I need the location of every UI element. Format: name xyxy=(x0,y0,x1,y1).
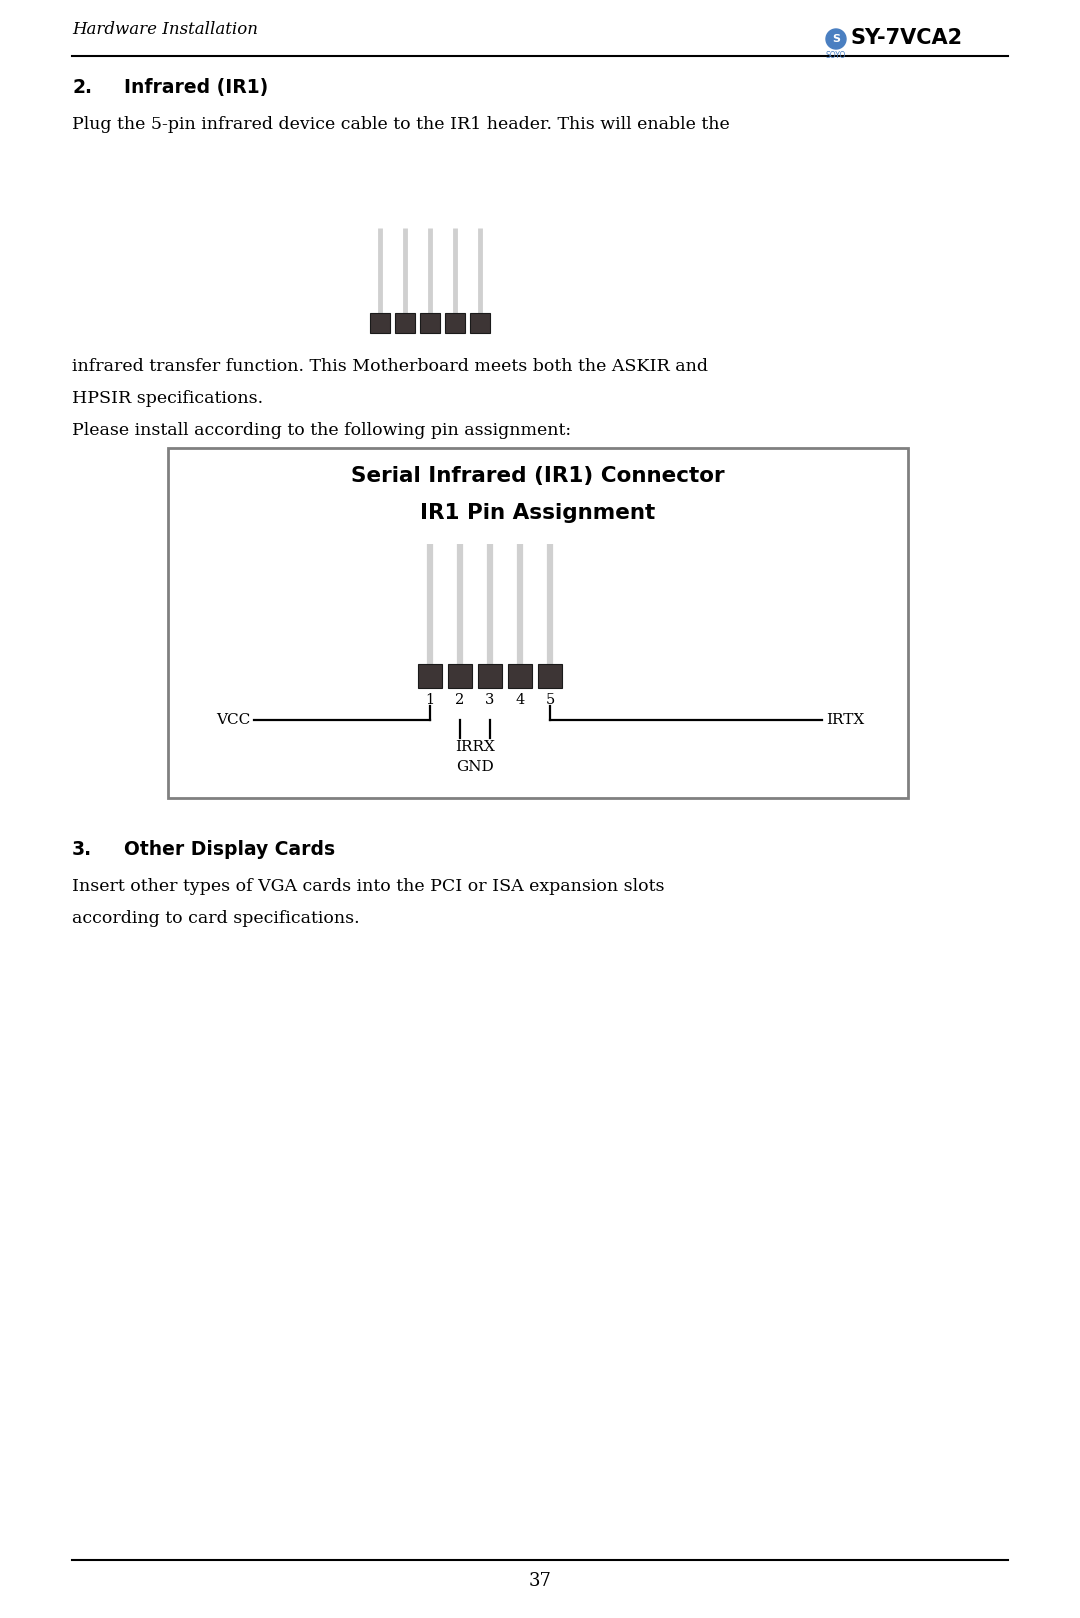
Text: Hardware Installation: Hardware Installation xyxy=(72,21,258,37)
Text: Plug the 5-pin infrared device cable to the IR1 header. This will enable the: Plug the 5-pin infrared device cable to … xyxy=(72,116,730,133)
Text: Other Display Cards: Other Display Cards xyxy=(124,840,335,859)
Text: S: S xyxy=(832,34,840,44)
Text: GND: GND xyxy=(456,760,494,773)
Bar xyxy=(420,312,440,333)
Text: 1: 1 xyxy=(426,693,434,707)
Text: 4: 4 xyxy=(515,693,525,707)
Text: 3.: 3. xyxy=(72,840,92,859)
Bar xyxy=(395,312,415,333)
Bar xyxy=(508,663,532,688)
Text: Insert other types of VGA cards into the PCI or ISA expansion slots: Insert other types of VGA cards into the… xyxy=(72,879,664,895)
Text: IR1 Pin Assignment: IR1 Pin Assignment xyxy=(420,503,656,523)
Text: IRTX: IRTX xyxy=(826,714,864,726)
Text: 3: 3 xyxy=(485,693,495,707)
Text: 37: 37 xyxy=(528,1573,552,1590)
Text: HPSIR specifications.: HPSIR specifications. xyxy=(72,390,264,408)
Bar xyxy=(168,448,908,798)
Text: 5: 5 xyxy=(545,693,555,707)
Text: infrared transfer function. This Motherboard meets both the ASKIR and: infrared transfer function. This Motherb… xyxy=(72,358,708,375)
Text: 2: 2 xyxy=(456,693,464,707)
Bar xyxy=(470,312,490,333)
Text: Serial Infrared (IR1) Connector: Serial Infrared (IR1) Connector xyxy=(351,466,725,485)
Bar xyxy=(538,663,562,688)
Bar xyxy=(445,312,465,333)
Bar xyxy=(418,663,442,688)
Text: SY-7VCA2: SY-7VCA2 xyxy=(851,28,963,49)
Text: VCC: VCC xyxy=(216,714,251,726)
Text: 2.: 2. xyxy=(72,78,92,97)
Bar xyxy=(478,663,502,688)
Bar xyxy=(370,312,390,333)
Text: Please install according to the following pin assignment:: Please install according to the followin… xyxy=(72,422,571,438)
Circle shape xyxy=(826,29,846,49)
Text: SOYO: SOYO xyxy=(826,52,847,60)
Text: IRRX: IRRX xyxy=(455,739,495,754)
Text: according to card specifications.: according to card specifications. xyxy=(72,909,360,927)
Bar xyxy=(448,663,472,688)
Text: Infrared (IR1): Infrared (IR1) xyxy=(124,78,268,97)
